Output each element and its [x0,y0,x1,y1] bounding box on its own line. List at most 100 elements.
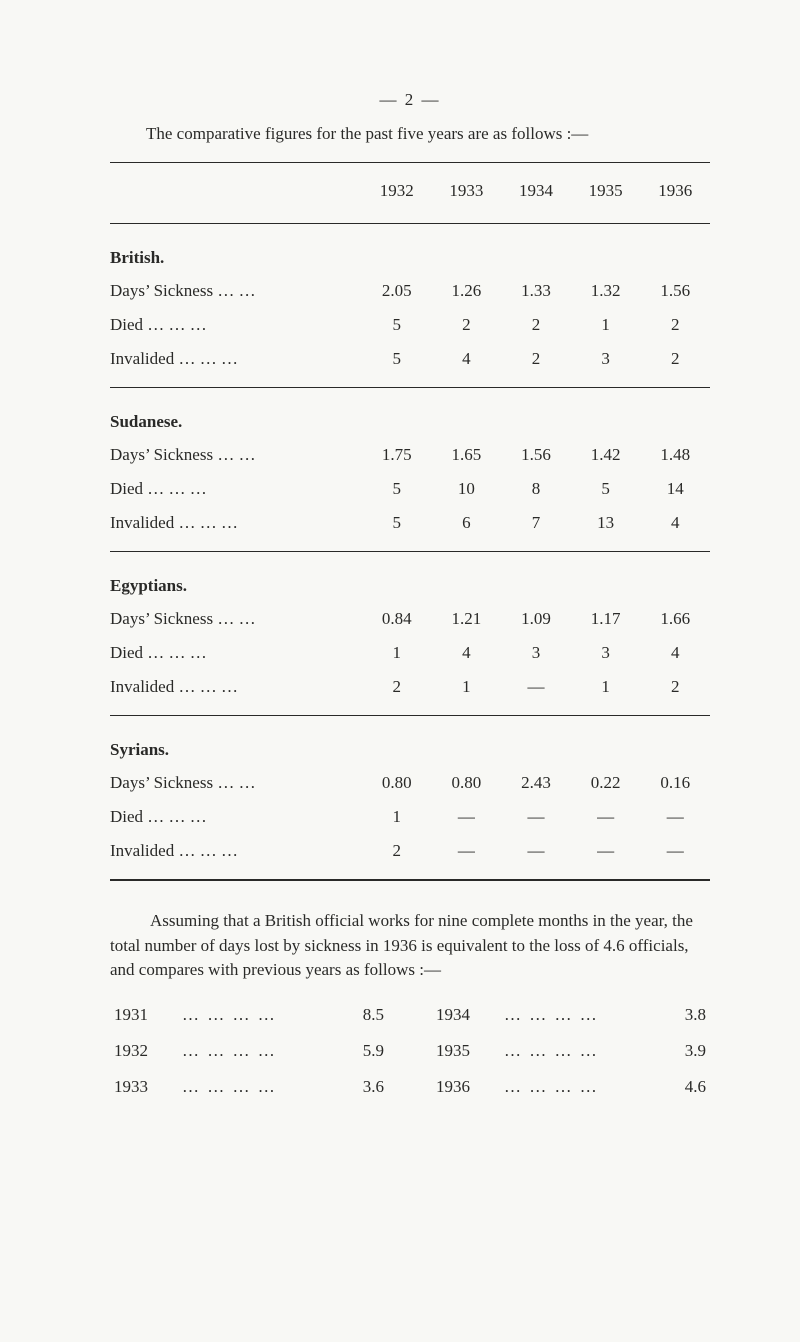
cell: 5 [571,472,641,506]
cell: 3 [571,342,641,387]
year-compare-row: 1931… … … …8.51934… … … …3.8 [110,997,710,1033]
cell: 1.75 [362,438,432,472]
col-blank [110,163,362,223]
year: 1936 [432,1069,500,1105]
cell: 8 [501,472,571,506]
cell: — [571,800,641,834]
section-title: Sudanese. [110,388,710,438]
year: 1932 [110,1033,178,1069]
cell: 3 [571,636,641,670]
cell: 2 [640,342,710,387]
value: 3.9 [642,1033,710,1069]
cell: 1.42 [571,438,641,472]
table-header: 1932 1933 1934 1935 1936 [110,163,710,224]
section-title: British. [110,224,710,274]
col-year: 1934 [501,163,571,223]
cell: 1 [362,636,432,670]
cell: 5 [362,342,432,387]
cell: 4 [640,636,710,670]
cell: 5 [362,308,432,342]
dots: … … … … [178,1069,320,1105]
col-year: 1935 [571,163,641,223]
row-label: Days’ Sickness … … [110,274,362,308]
cell: 1.26 [432,274,502,308]
years-compare-table: 1931… … … …8.51934… … … …3.81932… … … …5… [110,997,710,1105]
cell: — [640,800,710,834]
value: 3.8 [642,997,710,1033]
cell: — [571,834,641,879]
value: 3.6 [320,1069,388,1105]
year: 1931 [110,997,178,1033]
cell: 0.16 [640,766,710,800]
cell: 1.33 [501,274,571,308]
table-bottom-rule [110,879,710,881]
row-label: Died … … … [110,636,362,670]
cell: 1 [432,670,502,715]
row-label: Days’ Sickness … … [110,438,362,472]
col-year: 1933 [432,163,502,223]
cell: 2 [640,670,710,715]
year-compare-row: 1933… … … …3.61936… … … …4.6 [110,1069,710,1105]
cell: 10 [432,472,502,506]
cell: 2 [432,308,502,342]
cell: 7 [501,506,571,551]
cell: 4 [432,342,502,387]
cell: 3 [501,636,571,670]
cell: 5 [362,506,432,551]
cell: 1 [571,308,641,342]
dots: … … … … [178,997,320,1033]
page-number: — 2 — [110,90,710,110]
row-label: Days’ Sickness … … [110,602,362,636]
cell: 13 [571,506,641,551]
cell: — [432,800,502,834]
cell: 2.05 [362,274,432,308]
row-label: Died … … … [110,472,362,506]
row-label: Died … … … [110,800,362,834]
cell: 2 [501,308,571,342]
comparative-table: 1932 1933 1934 1935 1936 British.Days’ S… [110,163,710,879]
row-label: Days’ Sickness … … [110,766,362,800]
row-label: Died … … … [110,308,362,342]
cell: 0.80 [432,766,502,800]
cell: 2 [362,834,432,879]
cell: 4 [432,636,502,670]
col-year: 1936 [640,163,710,223]
cell: 1.09 [501,602,571,636]
cell: 1.56 [640,274,710,308]
cell: 1.21 [432,602,502,636]
dots: … … … … [500,1069,642,1105]
cell: 1.17 [571,602,641,636]
cell: 0.80 [362,766,432,800]
cell: 2 [501,342,571,387]
year-compare-row: 1932… … … …5.91935… … … …3.9 [110,1033,710,1069]
row-label: Invalided … … … [110,342,362,387]
cell: — [501,670,571,715]
cell: 1 [362,800,432,834]
cell: — [501,800,571,834]
cell: 5 [362,472,432,506]
intro-text: The comparative figures for the past fiv… [146,124,710,144]
cell: — [432,834,502,879]
value: 4.6 [642,1069,710,1105]
cell: 1.65 [432,438,502,472]
value: 8.5 [320,997,388,1033]
cell: 1.66 [640,602,710,636]
cell: 4 [640,506,710,551]
cell: 2 [362,670,432,715]
year: 1933 [110,1069,178,1105]
cell: 0.84 [362,602,432,636]
cell: 1.56 [501,438,571,472]
cell: 1 [571,670,641,715]
row-label: Invalided … … … [110,506,362,551]
year: 1935 [432,1033,500,1069]
cell: 2 [640,308,710,342]
section-title: Egyptians. [110,552,710,602]
year: 1934 [432,997,500,1033]
cell: 6 [432,506,502,551]
cell: 1.32 [571,274,641,308]
dots: … … … … [178,1033,320,1069]
cell: 0.22 [571,766,641,800]
row-label: Invalided … … … [110,670,362,715]
assumption-paragraph: Assuming that a British official works f… [110,909,710,983]
cell: 2.43 [501,766,571,800]
